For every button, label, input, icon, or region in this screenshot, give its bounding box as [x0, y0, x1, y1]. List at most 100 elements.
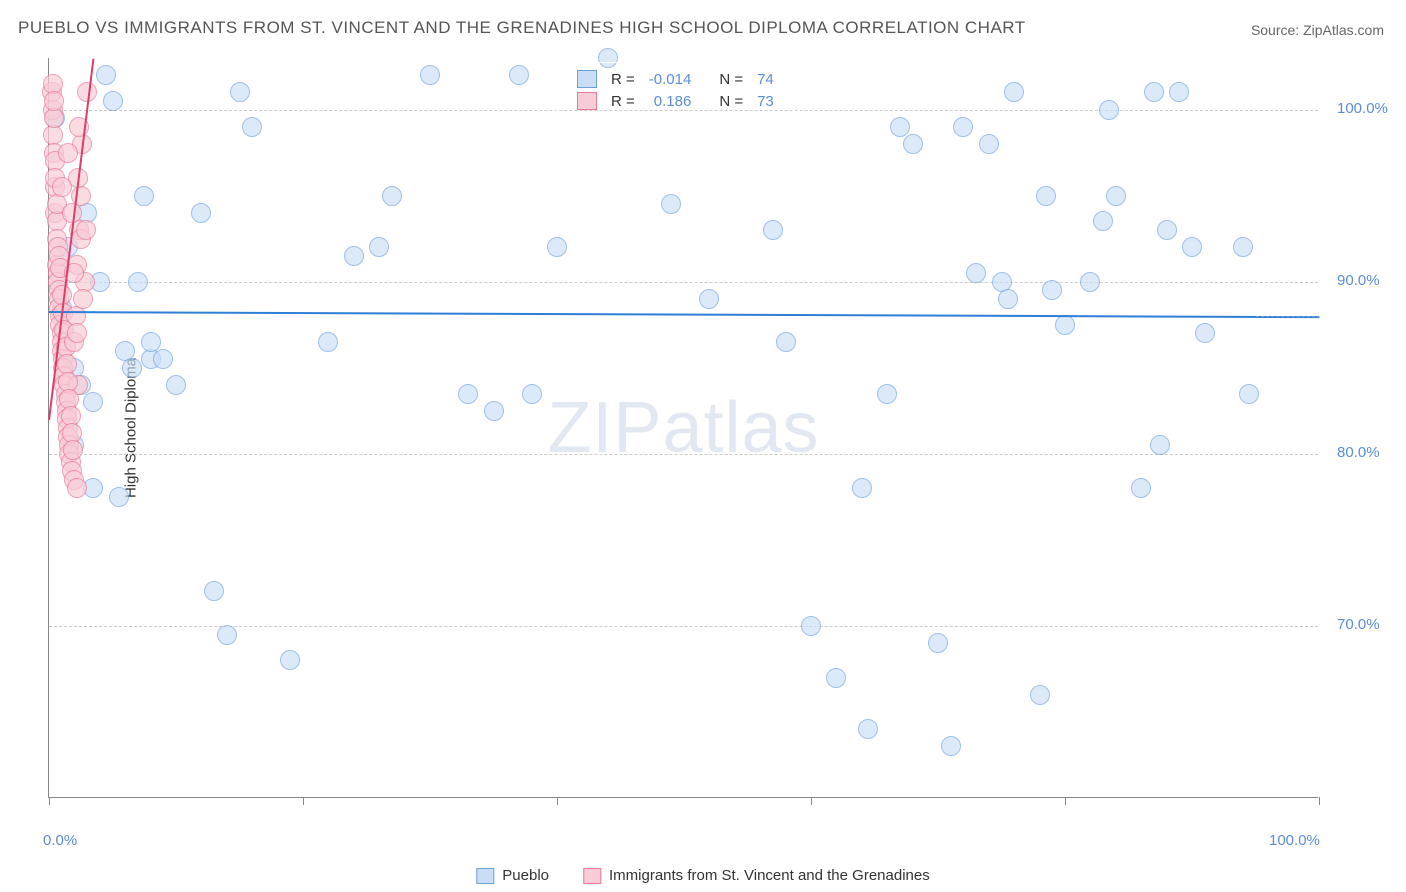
legend-N-value: 74 — [751, 69, 780, 89]
scatter-point — [1036, 186, 1056, 206]
scatter-point — [280, 650, 300, 670]
scatter-point — [877, 384, 897, 404]
scatter-point — [128, 272, 148, 292]
scatter-point — [1131, 478, 1151, 498]
scatter-point — [1169, 82, 1189, 102]
scatter-point — [1030, 685, 1050, 705]
scatter-point — [58, 143, 78, 163]
scatter-point — [1239, 384, 1259, 404]
scatter-point — [153, 349, 173, 369]
scatter-point — [1093, 211, 1113, 231]
scatter-point — [661, 194, 681, 214]
scatter-point — [928, 633, 948, 653]
legend-swatch-pueblo — [476, 868, 494, 884]
x-tick-mark — [303, 797, 304, 805]
scatter-point — [1055, 315, 1075, 335]
scatter-point — [826, 668, 846, 688]
watermark-zip: ZIP — [547, 388, 662, 468]
chart-container: PUEBLO VS IMMIGRANTS FROM ST. VINCENT AN… — [0, 0, 1406, 892]
scatter-point — [509, 65, 529, 85]
scatter-point — [166, 375, 186, 395]
scatter-point — [1099, 100, 1119, 120]
scatter-point — [966, 263, 986, 283]
scatter-point — [141, 332, 161, 352]
scatter-point — [458, 384, 478, 404]
scatter-point — [242, 117, 262, 137]
scatter-point — [73, 289, 93, 309]
legend-swatch — [577, 70, 597, 88]
scatter-point — [890, 117, 910, 137]
legend-N-label: N = — [713, 91, 749, 111]
scatter-point — [382, 186, 402, 206]
y-tick-label: 90.0% — [1337, 272, 1380, 289]
source-label: Source: ZipAtlas.com — [1251, 22, 1384, 38]
scatter-point — [134, 186, 154, 206]
legend-R-label: R = — [605, 69, 641, 89]
scatter-point — [852, 478, 872, 498]
scatter-point — [52, 177, 72, 197]
y-tick-label: 70.0% — [1337, 616, 1380, 633]
legend-label-immigrants: Immigrants from St. Vincent and the Gren… — [609, 867, 930, 884]
x-tick-mark — [557, 797, 558, 805]
scatter-point — [191, 203, 211, 223]
scatter-point — [903, 134, 923, 154]
watermark: ZIPatlas — [547, 387, 819, 469]
x-tick-mark — [811, 797, 812, 805]
scatter-point — [67, 323, 87, 343]
scatter-point — [1157, 220, 1177, 240]
scatter-point — [420, 65, 440, 85]
y-tick-label: 100.0% — [1337, 100, 1388, 117]
scatter-point — [953, 117, 973, 137]
scatter-point — [1106, 186, 1126, 206]
trend-line — [1255, 316, 1319, 317]
scatter-point — [941, 736, 961, 756]
scatter-point — [547, 237, 567, 257]
scatter-point — [1080, 272, 1100, 292]
scatter-point — [83, 392, 103, 412]
scatter-point — [1182, 237, 1202, 257]
y-tick-label: 80.0% — [1337, 444, 1380, 461]
legend-swatch — [577, 92, 597, 110]
scatter-point — [122, 358, 142, 378]
x-tick-label: 0.0% — [43, 832, 77, 849]
scatter-point — [109, 487, 129, 507]
x-tick-mark — [1065, 797, 1066, 805]
scatter-point — [67, 478, 87, 498]
scatter-point — [858, 719, 878, 739]
x-tick-mark — [49, 797, 50, 805]
scatter-point — [76, 220, 96, 240]
plot-area: High School Diploma ZIPatlas 70.0%80.0%9… — [48, 58, 1318, 798]
scatter-point — [776, 332, 796, 352]
scatter-point — [204, 581, 224, 601]
legend-N-label: N = — [713, 69, 749, 89]
scatter-point — [522, 384, 542, 404]
scatter-point — [96, 65, 116, 85]
chart-title: PUEBLO VS IMMIGRANTS FROM ST. VINCENT AN… — [18, 18, 1026, 38]
scatter-point — [763, 220, 783, 240]
scatter-point — [1195, 323, 1215, 343]
scatter-point — [63, 440, 83, 460]
legend-label-pueblo: Pueblo — [502, 867, 549, 884]
x-tick-label: 100.0% — [1269, 832, 1320, 849]
scatter-point — [998, 289, 1018, 309]
scatter-point — [318, 332, 338, 352]
watermark-atlas: atlas — [662, 388, 819, 468]
scatter-point — [230, 82, 250, 102]
legend-swatch-immigrants — [583, 868, 601, 884]
scatter-point — [699, 289, 719, 309]
scatter-point — [1144, 82, 1164, 102]
scatter-point — [1004, 82, 1024, 102]
scatter-point — [44, 91, 64, 111]
y-axis-label: High School Diploma — [123, 357, 140, 497]
scatter-point — [44, 108, 64, 128]
scatter-point — [103, 91, 123, 111]
scatter-point — [1233, 237, 1253, 257]
x-tick-mark — [1319, 797, 1320, 805]
grid-line — [49, 454, 1318, 455]
scatter-point — [369, 237, 389, 257]
legend-stats: R =-0.014N =74R =0.186N =73 — [556, 62, 795, 118]
legend-R-value: -0.014 — [643, 69, 698, 89]
scatter-point — [1042, 280, 1062, 300]
scatter-point — [344, 246, 364, 266]
legend-R-label: R = — [605, 91, 641, 111]
